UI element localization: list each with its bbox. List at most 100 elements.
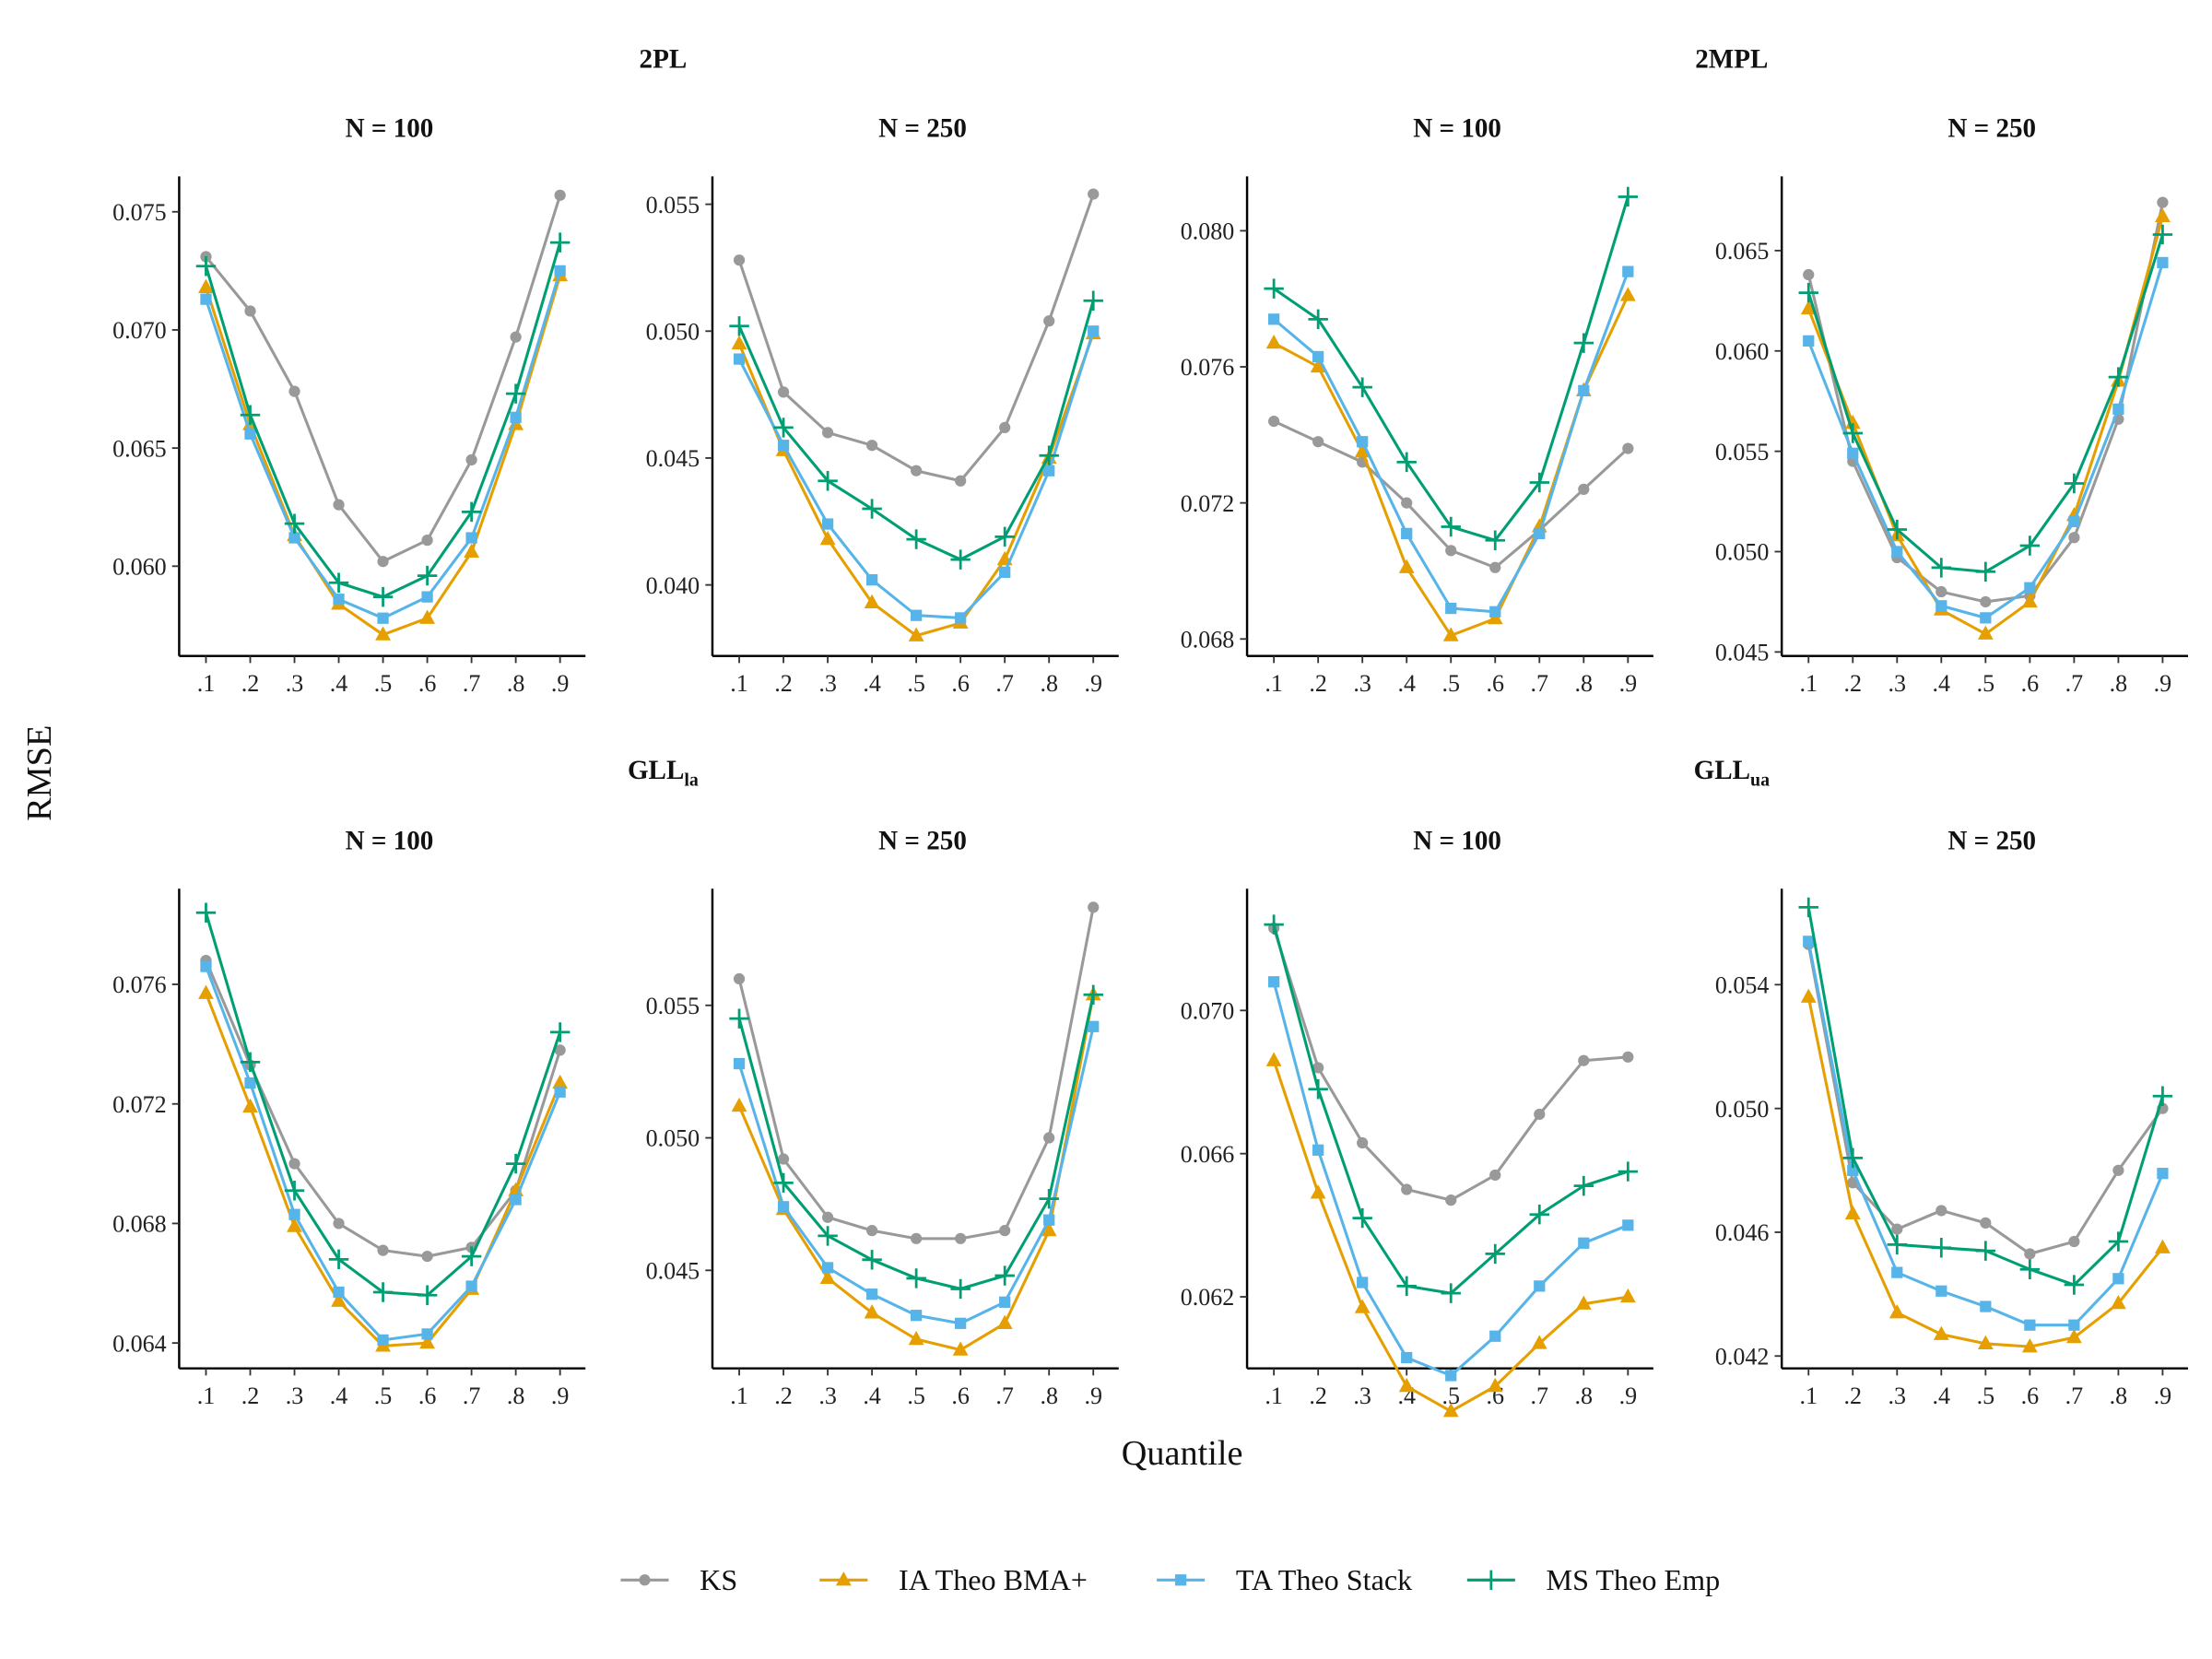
series-line-1 [737,333,1095,638]
x-tick-label: .4 [330,670,348,697]
panel-title: N = 250 [1947,113,2036,143]
data-point-2 [777,1201,790,1213]
data-point-2 [733,353,746,365]
data-point-3 [2019,1259,2041,1279]
data-point-0 [377,1244,389,1256]
data-point-2 [999,1296,1011,1308]
data-point-1 [1575,1295,1592,1310]
data-point-3 [1308,1079,1328,1100]
data-point-0 [554,1044,566,1056]
data-point-0 [1268,415,1280,428]
data-point-3 [994,1265,1015,1286]
data-point-0 [377,556,389,568]
group-title-subscript: la [684,771,699,791]
data-point-3 [1842,423,1863,443]
data-point-0 [2068,1235,2080,1248]
data-point-2 [1578,384,1590,396]
data-point-3 [862,1250,882,1270]
data-point-2 [1534,1280,1546,1292]
x-tick-label: .3 [818,670,837,697]
data-point-2 [1357,436,1369,448]
data-point-2 [421,591,433,603]
data-point-3 [1842,1147,1863,1169]
x-tick-label: .2 [1309,670,1327,697]
data-point-3 [372,1282,394,1302]
data-point-2 [777,440,790,452]
x-axis-label: Quantile [1122,1434,1243,1473]
legend-label: KS [700,1563,737,1596]
data-point-0 [244,305,256,317]
series-line-3 [205,241,562,599]
data-point-3 [1618,1161,1639,1182]
data-point-0 [1803,268,1815,281]
data-point-2 [1891,1266,1903,1278]
y-tick-label: 0.055 [1715,439,1770,465]
group-title: GLLla [628,756,699,791]
data-point-3 [1308,309,1328,330]
data-point-3 [2152,224,2173,245]
data-point-1 [819,1269,836,1285]
data-point-2 [1401,527,1413,539]
data-point-3 [417,565,438,586]
data-point-0 [1578,483,1590,496]
legend-square-icon [1175,1574,1187,1586]
data-point-3 [1931,1238,1952,1258]
x-tick-label: .2 [774,1382,793,1409]
x-tick-label: .6 [2021,1382,2040,1409]
data-point-3 [950,1278,971,1300]
series-line-0 [1272,927,1629,1202]
data-point-3 [1396,452,1417,473]
x-tick-label: .3 [286,1382,304,1409]
data-point-0 [1936,585,1947,598]
data-point-3 [2019,535,2041,556]
data-point-1 [1619,287,1636,301]
y-tick-label: 0.072 [112,1091,167,1118]
data-point-1 [1531,1335,1547,1349]
data-point-2 [2068,515,2080,527]
data-point-1 [952,1341,969,1356]
data-point-0 [733,972,746,985]
data-point-3 [906,1268,926,1288]
data-point-2 [2157,1168,2169,1180]
legend-label: IA Theo BMA+ [899,1563,1088,1596]
data-point-2 [2157,256,2169,269]
data-point-3 [862,499,882,519]
data-point-1 [731,1097,747,1112]
legend-item: MS Theo Emp [1466,1563,1720,1596]
data-point-0 [1980,1217,1992,1230]
series-line-0 [205,194,562,564]
data-point-2 [1043,465,1055,477]
x-tick-label: .7 [1531,1382,1549,1409]
data-point-2 [1534,527,1546,539]
data-point-2 [1980,1300,1992,1312]
data-point-0 [1401,1183,1413,1195]
data-point-3 [461,501,482,523]
series-line-0 [737,907,1095,1241]
data-point-1 [287,1218,302,1232]
x-tick-label: .2 [1844,1382,1863,1409]
x-tick-label: .9 [2154,670,2172,697]
data-point-3 [1039,445,1059,465]
data-point-0 [1445,1194,1457,1206]
data-point-2 [244,428,256,440]
legend-triangle-icon [835,1571,852,1586]
data-point-3 [1485,1243,1505,1265]
y-tick-label: 0.050 [646,318,700,345]
y-tick-label: 0.045 [1715,640,1770,666]
x-tick-label: .9 [2154,1382,2172,1409]
x-tick-label: .9 [1084,1382,1102,1409]
data-point-3 [2152,1086,2173,1106]
data-point-3 [284,513,305,534]
data-point-2 [955,612,967,624]
series-line-0 [1806,944,2164,1256]
x-tick-label: .4 [863,1382,881,1409]
data-point-2 [2112,403,2124,416]
x-tick-label: .6 [951,670,970,697]
panel-title: N = 100 [346,113,434,143]
panel-title: N = 100 [1413,113,1501,143]
x-tick-label: .5 [1441,1382,1460,1409]
data-point-3 [906,529,926,549]
x-tick-label: .2 [1844,670,1863,697]
data-point-3 [284,1181,305,1201]
